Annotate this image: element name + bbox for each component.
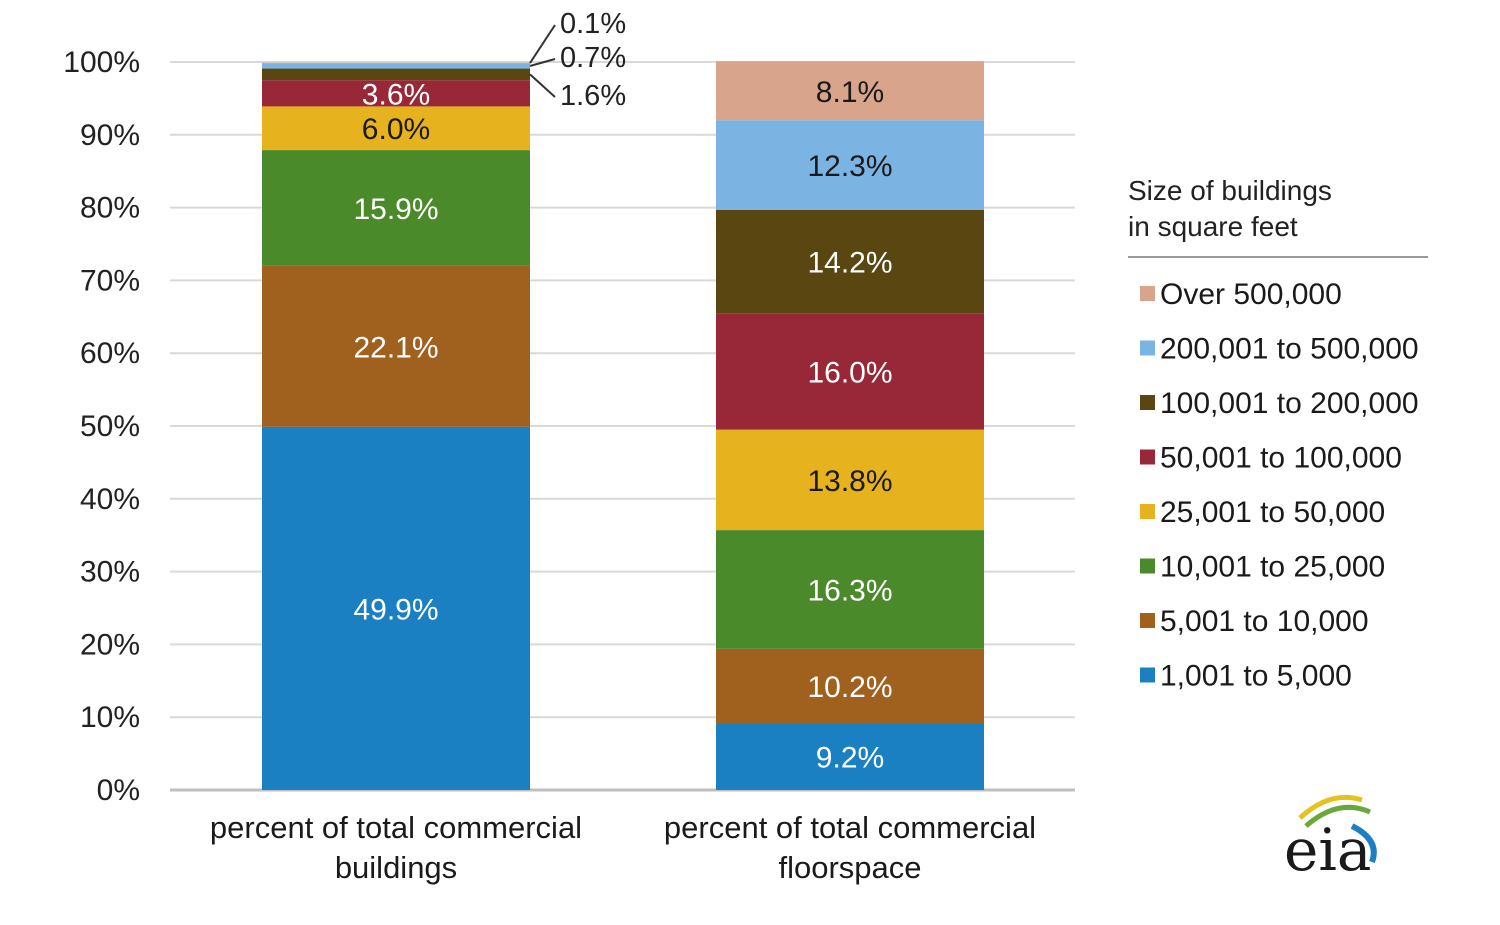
y-tick-label: 80% <box>80 192 140 225</box>
legend-item: Over 500,000 <box>1140 278 1342 311</box>
legend-swatch <box>1140 286 1155 301</box>
legend-item: 100,001 to 200,000 <box>1140 387 1419 420</box>
legend-swatch <box>1140 558 1155 574</box>
legend-swatch <box>1140 395 1155 410</box>
legend-label: 25,001 to 50,000 <box>1160 496 1385 529</box>
bar-segment <box>262 426 530 790</box>
data-label: 6.0% <box>362 113 430 146</box>
bar-segment <box>262 265 530 427</box>
legend-item: 50,001 to 100,000 <box>1140 442 1402 475</box>
stacked-bar: 49.9% 22.1% 15.9% 6.0%3.6% <box>262 62 530 790</box>
y-tick-label: 90% <box>80 119 140 152</box>
legend-label: 1,001 to 5,000 <box>1160 660 1352 693</box>
callout-leader <box>529 73 556 98</box>
small-segment-callouts: 0.1%0.7% 1.6% <box>529 8 626 112</box>
data-label: 13.8% <box>807 465 892 498</box>
bar-segment <box>716 61 984 121</box>
x-axis-category-labels: percent of total commercial buildingsperc… <box>210 810 1036 885</box>
legend-item: 10,001 to 25,000 <box>1140 551 1385 584</box>
bar-segment <box>262 80 530 107</box>
legend: Size of buildings in square feet Over 500,… <box>1128 175 1428 693</box>
stacked-bar: 9.2% 10.2% 16.3% 13.8% 16.0% 14.2% 12.3% 8.1% <box>716 61 984 790</box>
y-tick-label: 40% <box>80 483 140 516</box>
bar-segment <box>716 429 984 531</box>
legend-label: 10,001 to 25,000 <box>1160 551 1385 584</box>
legend-swatch <box>1140 340 1155 356</box>
y-tick-label: 30% <box>80 556 140 589</box>
legend-label: 200,001 to 500,000 <box>1160 333 1419 366</box>
data-label: 12.3% <box>807 150 892 183</box>
legend-swatch <box>1140 504 1155 519</box>
x-category-label-line: percent of total commercial <box>664 810 1036 845</box>
data-label: 3.6% <box>362 78 430 111</box>
x-category-label-line: percent of total commercial <box>210 810 582 845</box>
x-category-label: percent of total commercial buildings <box>210 810 582 885</box>
data-label: 9.2% <box>816 742 884 775</box>
legend-label: Over 500,000 <box>1160 278 1342 311</box>
data-label: 22.1% <box>353 331 438 364</box>
bar-segment <box>262 63 530 69</box>
logo-arc-blue <box>1350 823 1377 864</box>
data-label: 49.9% <box>353 593 438 626</box>
data-label: 16.0% <box>807 356 892 389</box>
data-label: 8.1% <box>816 76 884 109</box>
bar-segment <box>716 648 984 724</box>
bar-segment <box>262 68 530 81</box>
data-label: 15.9% <box>353 193 438 226</box>
legend-swatch <box>1140 449 1155 465</box>
x-category-label: percent of total commercial floorspace <box>664 810 1036 885</box>
bar-segment <box>262 106 530 151</box>
legend-title: in square feet <box>1128 211 1298 242</box>
bar-segment <box>716 723 984 790</box>
callout-leader <box>529 24 556 64</box>
x-category-label-line: buildings <box>335 850 457 885</box>
y-tick-label: 20% <box>80 628 140 661</box>
legend-label: 50,001 to 100,000 <box>1160 442 1402 475</box>
bar-segment <box>716 209 984 314</box>
legend-item: 5,001 to 10,000 <box>1140 605 1369 638</box>
callout-leader <box>529 58 556 67</box>
y-axis: 0% 10% 20% 30% 40% 50% 60% 70% 80% 90% 100% <box>63 46 1075 807</box>
legend-label: 100,001 to 200,000 <box>1160 387 1419 420</box>
y-tick-label: 100% <box>63 46 140 79</box>
legend-swatch <box>1140 613 1155 628</box>
legend-item: 25,001 to 50,000 <box>1140 496 1385 529</box>
legend-title: Size of buildings <box>1128 175 1332 206</box>
y-tick-label: 10% <box>80 701 140 734</box>
logo-arc-yellow <box>1298 794 1363 820</box>
callout-label: 0.1% <box>560 8 626 40</box>
legend-item: 200,001 to 500,000 <box>1140 333 1419 366</box>
y-tick-label: 50% <box>80 410 140 443</box>
callout-label: 0.7% <box>560 42 626 74</box>
data-label: 14.2% <box>807 246 892 279</box>
bar-segment <box>716 313 984 430</box>
callout-label: 1.6% <box>560 80 626 112</box>
y-tick-label: 0% <box>97 774 140 807</box>
logo-arc-green <box>1304 804 1372 828</box>
data-label: 16.3% <box>807 574 892 607</box>
data-label: 10.2% <box>807 671 892 704</box>
legend-label: 5,001 to 10,000 <box>1160 605 1369 638</box>
legend-item: 1,001 to 5,000 <box>1140 660 1352 693</box>
bar-segment <box>716 120 984 210</box>
y-tick-label: 70% <box>80 264 140 297</box>
logo-text: eia <box>1284 816 1371 884</box>
y-tick-label: 60% <box>80 337 140 370</box>
eia-logo: eia <box>1284 794 1377 884</box>
bar-segment <box>716 530 984 649</box>
bar-segment <box>262 150 530 266</box>
bar-segment <box>262 62 530 64</box>
x-category-label-line: floorspace <box>778 850 921 885</box>
legend-swatch <box>1140 667 1155 683</box>
bars: 49.9% 22.1% 15.9% 6.0%3.6% 9.2% 10.2% 16.3% 13.… <box>262 61 984 790</box>
